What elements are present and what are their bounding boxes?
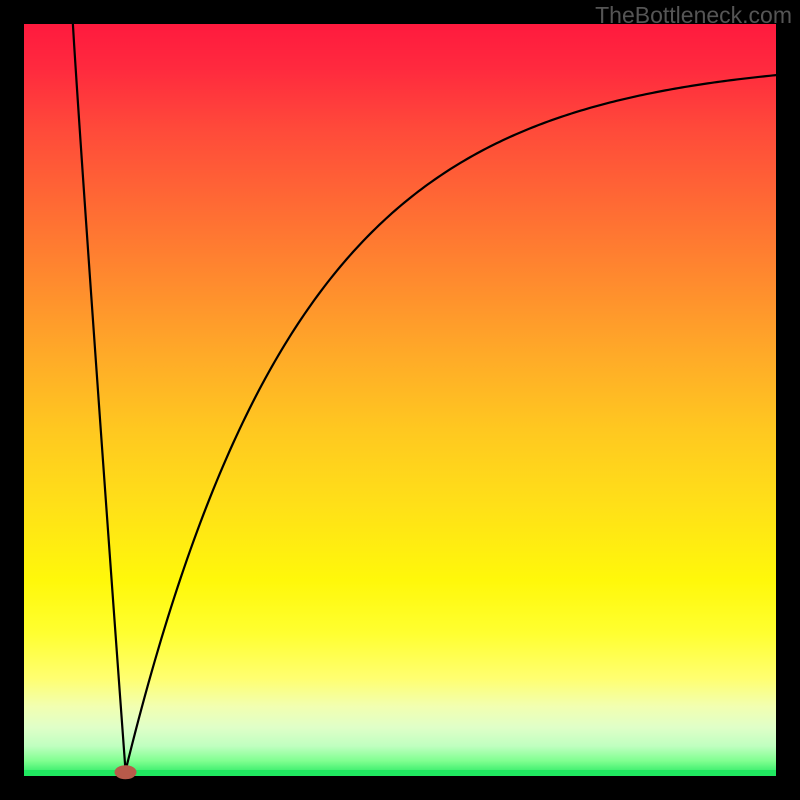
bottom-strip [24, 770, 776, 776]
watermark-text: TheBottleneck.com [595, 2, 792, 29]
minimum-marker [115, 765, 137, 779]
plot-background [24, 24, 776, 776]
chart-container: TheBottleneck.com [0, 0, 800, 800]
bottleneck-chart [0, 0, 800, 800]
